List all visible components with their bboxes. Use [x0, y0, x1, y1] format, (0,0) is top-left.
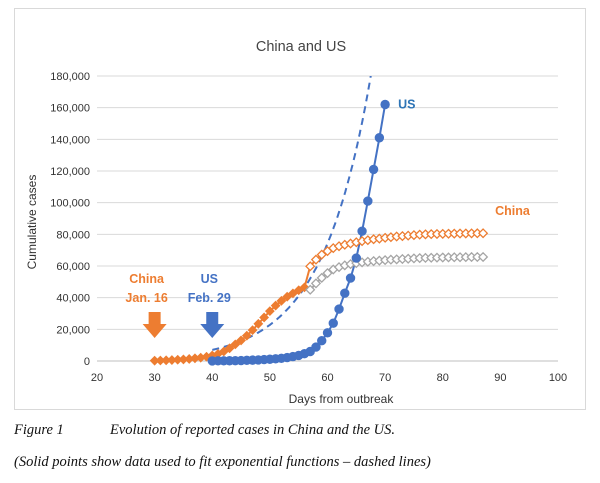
data-point-us — [340, 288, 350, 298]
data-point-china — [259, 312, 270, 323]
chart-title: China and US — [256, 39, 346, 55]
y-tick-label: 60,000 — [56, 261, 90, 273]
fit-curve-us — [212, 76, 372, 351]
data-point-china — [247, 325, 258, 336]
data-point-us — [311, 342, 321, 352]
x-axis-title: Days from outbreak — [289, 392, 395, 406]
figure-note: (Solid points show data used to fit expo… — [14, 454, 431, 470]
y-tick-label: 160,000 — [50, 103, 90, 115]
data-point-us — [351, 253, 362, 263]
data-point-china — [310, 254, 322, 265]
x-tick-label: 40 — [206, 372, 218, 384]
y-tick-label: 180,000 — [50, 71, 90, 83]
data-point-china — [241, 330, 252, 341]
series-label-us: US — [398, 98, 415, 112]
data-point-us — [334, 304, 344, 314]
data-point-china-other-count — [477, 251, 489, 263]
x-tick-label: 70 — [379, 372, 391, 384]
data-point-china — [264, 306, 275, 317]
data-point-china-other-count — [322, 268, 333, 279]
y-axis-title: Cumulative cases — [25, 175, 39, 270]
data-point-china — [224, 343, 235, 354]
data-point-us — [380, 99, 390, 110]
data-point-china — [276, 295, 287, 306]
figure-caption: Figure 1 Evolution of reported cases in C… — [14, 422, 395, 439]
y-tick-label: 40,000 — [56, 293, 90, 305]
annotation-china-arrow-icon — [142, 312, 167, 338]
data-point-china — [270, 300, 281, 311]
data-point-china — [253, 318, 264, 329]
y-tick-label: 20,000 — [56, 324, 90, 336]
data-point-us — [345, 273, 356, 283]
x-tick-label: 100 — [549, 372, 567, 384]
series-label-china: China — [495, 204, 531, 218]
data-point-china — [236, 335, 246, 346]
annotation-us-date: Feb. 29 — [188, 291, 231, 305]
x-tick-label: 90 — [494, 372, 506, 384]
data-point-us — [317, 336, 327, 346]
data-point-china — [477, 228, 489, 239]
figure-caption-text: Evolution of reported cases in China and… — [110, 422, 396, 438]
data-point-china-other-count — [310, 278, 322, 289]
annotation-us-arrow-icon — [200, 312, 225, 338]
data-point-china-other-count — [305, 284, 316, 295]
annotation-china-name: China — [129, 272, 165, 286]
annotation-china-date: Jan. 16 — [125, 291, 167, 305]
chart-frame: 0 20,000 40,000 60,000 80,000 100,000 120,000 1… — [14, 8, 586, 410]
data-point-us — [328, 318, 338, 328]
x-tick-label: 30 — [149, 372, 161, 384]
data-point-china — [305, 261, 316, 272]
data-point-us — [368, 164, 379, 175]
data-point-us — [363, 196, 373, 206]
y-tick-label: 140,000 — [50, 134, 90, 146]
x-tick-label: 20 — [91, 372, 103, 384]
x-tick-label: 60 — [321, 372, 333, 384]
y-tick-label: 100,000 — [50, 198, 90, 210]
y-tick-label: 0 — [84, 356, 90, 368]
x-tick-label: 80 — [437, 372, 449, 384]
figure-label: Figure 1 — [14, 422, 64, 438]
data-point-us — [322, 328, 333, 338]
data-point-china — [230, 339, 241, 350]
annotation-us-name: US — [201, 272, 218, 286]
y-tick-label: 120,000 — [50, 166, 90, 178]
data-point-us — [357, 226, 367, 236]
chart-svg: 0 20,000 40,000 60,000 80,000 100,000 120,000 1… — [25, 39, 567, 406]
data-point-china-other-count — [316, 272, 327, 283]
data-point-us — [374, 133, 385, 143]
y-tick-label: 80,000 — [56, 229, 90, 241]
x-tick-label: 50 — [264, 372, 276, 384]
